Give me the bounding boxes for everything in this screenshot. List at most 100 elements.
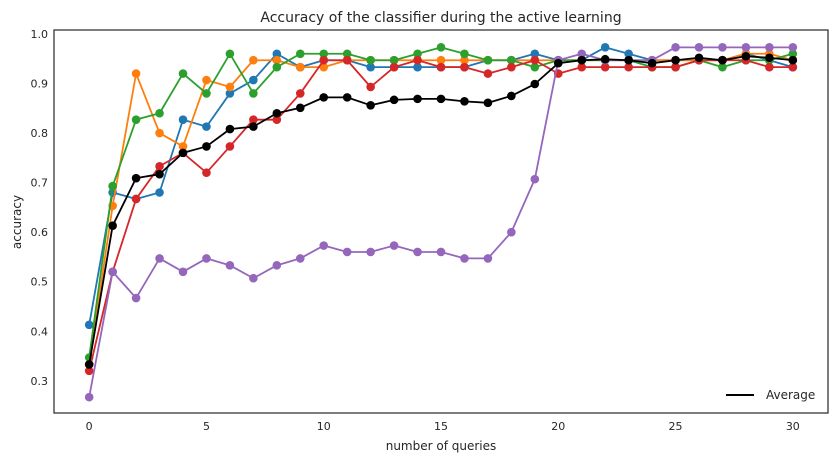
- series-2-point: [389, 55, 399, 65]
- series-1-point: [272, 55, 282, 65]
- series-4-point: [765, 43, 774, 52]
- series-0-point: [84, 320, 94, 330]
- legend-label-average: Average: [766, 388, 815, 402]
- series-3-point: [342, 55, 352, 65]
- series-4-point: [788, 43, 798, 52]
- series-2-point: [718, 62, 727, 72]
- series-1-point: [178, 142, 188, 151]
- series-5-point: [507, 91, 516, 101]
- x-axis: 0 5 10 15 20 25 30: [86, 420, 800, 433]
- series-4-point: [178, 267, 188, 277]
- y-tick-label: 0.9: [31, 78, 49, 91]
- series-3-point: [202, 168, 211, 177]
- series-2-point: [131, 115, 141, 124]
- series-2-point: [788, 49, 798, 59]
- series-4-point: [272, 261, 282, 270]
- series-1-point: [155, 128, 164, 138]
- series-5-point: [788, 55, 798, 65]
- series-3-point: [366, 82, 375, 92]
- series-4-point: [108, 267, 117, 277]
- x-axis-label: number of queries: [386, 439, 497, 453]
- series-5-point: [131, 173, 141, 183]
- series-5-point: [671, 55, 680, 65]
- series-3-point: [249, 115, 258, 124]
- series-0-line: [88, 46, 794, 325]
- series-2-point: [155, 108, 164, 118]
- series-5-point: [295, 103, 305, 113]
- series-2-line: [88, 46, 794, 358]
- series-5-point: [155, 169, 164, 179]
- series-5-point: [694, 53, 704, 63]
- series-5-point: [413, 94, 422, 104]
- series-4-point: [155, 254, 164, 263]
- series-4-point: [366, 247, 375, 257]
- series-5-point: [647, 58, 657, 68]
- series-3-point: [413, 55, 422, 65]
- series-1-point: [202, 75, 211, 85]
- series-2-point: [530, 62, 540, 72]
- series-5-point: [600, 54, 610, 64]
- series-2-point: [249, 89, 258, 98]
- series-2-point: [507, 55, 516, 65]
- series-5-point: [436, 94, 446, 104]
- series-4-point: [460, 254, 469, 263]
- series-2-point: [413, 49, 422, 59]
- series-0-point: [624, 49, 633, 59]
- series-0-point: [413, 62, 422, 72]
- series-3-point: [671, 62, 680, 72]
- series-0-point: [530, 49, 540, 59]
- series-4-point: [671, 43, 680, 52]
- series-5-point: [249, 122, 258, 131]
- series-3-point: [272, 115, 282, 124]
- series-3-point: [389, 62, 399, 72]
- series-4-point: [225, 261, 235, 270]
- series-4-point: [202, 254, 211, 263]
- series-5-point: [553, 58, 563, 68]
- series-3-point: [225, 142, 235, 151]
- y-axis-label: accuracy: [10, 195, 24, 249]
- series-3-point: [131, 194, 141, 204]
- series-4-point: [741, 43, 751, 52]
- series-4-point: [342, 247, 352, 257]
- y-tick-label: 0.6: [31, 226, 49, 239]
- series-3-point: [577, 62, 587, 72]
- legend: Average: [726, 388, 815, 402]
- series-5-point: [530, 79, 540, 89]
- series-5-point: [577, 55, 587, 65]
- series-2-point: [436, 43, 446, 52]
- series-2-point: [108, 181, 117, 191]
- series-5-point: [84, 360, 94, 369]
- series-5-point: [342, 93, 352, 102]
- x-tick-label: 20: [551, 420, 565, 433]
- series-1-point: [295, 62, 305, 72]
- series-5-point: [718, 55, 727, 65]
- series-3-point: [460, 62, 469, 72]
- series-5-point: [319, 93, 329, 102]
- series-4-point: [577, 49, 587, 59]
- series-2-point: [460, 49, 469, 59]
- series-1-point: [460, 55, 469, 65]
- series-2-point: [225, 49, 235, 59]
- y-tick-label: 0.3: [31, 375, 49, 388]
- series-5-point: [272, 108, 282, 118]
- series-5-point: [225, 124, 235, 134]
- series-1-point: [225, 82, 235, 92]
- y-tick-label: 1.0: [31, 28, 49, 41]
- series-1-point: [319, 62, 329, 72]
- x-tick-label: 10: [317, 420, 331, 433]
- series-4-point: [84, 392, 94, 402]
- series-1-point: [249, 55, 258, 65]
- series-3-point: [84, 366, 94, 376]
- series-2-point: [295, 49, 305, 59]
- y-tick-label: 0.7: [31, 177, 49, 190]
- series-3-point: [155, 161, 164, 171]
- series-3-point: [765, 62, 774, 72]
- series-4-point: [295, 254, 305, 263]
- series-2-point: [319, 49, 329, 59]
- series-3-point: [483, 69, 493, 78]
- series-2: [84, 43, 798, 362]
- series-0-point: [249, 75, 258, 85]
- series-2-point: [272, 62, 282, 72]
- plot-area: [84, 43, 798, 402]
